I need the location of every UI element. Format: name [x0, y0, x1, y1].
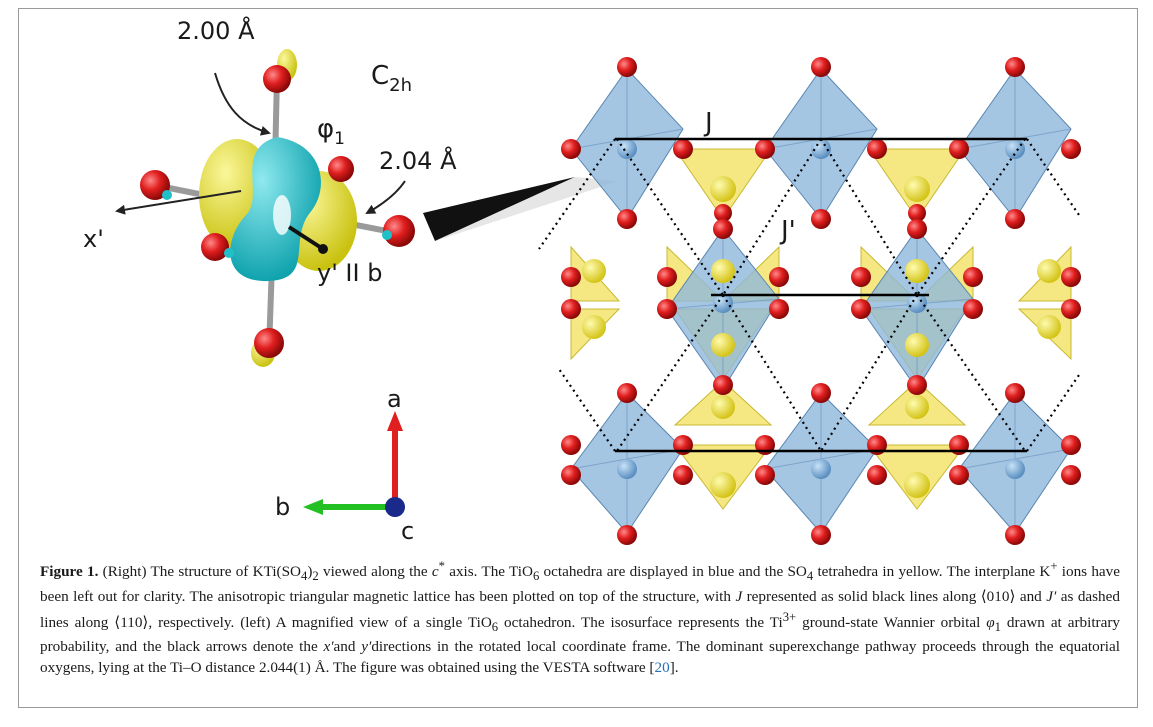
figure-image: 2.00 Å C2h φ1 2.04 Å x' y' II b a b c [83, 16, 1081, 545]
axis-y-prime-label: y' II b [317, 259, 382, 287]
axis-a-label: a [387, 385, 402, 413]
symmetry-label: C2h [371, 61, 412, 96]
orbital-label: φ1 [317, 114, 345, 149]
caption-figure-label: Figure 1. [40, 563, 99, 581]
figure-frame: 2.00 Å C2h φ1 2.04 Å x' y' II b a b c [18, 8, 1138, 708]
lattice-jprime-label: J' [779, 216, 796, 246]
reference-link[interactable]: 20 [654, 658, 670, 676]
crystal-structure: J J' [538, 57, 1081, 545]
bond-length-eq-label: 2.04 Å [379, 146, 457, 175]
axis-x-prime-label: x' [83, 225, 104, 253]
bond-length-top-label: 2.00 Å [177, 16, 255, 45]
crystal-axes: a b c [275, 385, 414, 545]
magnification-wedge [423, 177, 575, 241]
octahedron-magnified: 2.00 Å C2h φ1 2.04 Å x' y' II b [83, 16, 457, 367]
axis-b-label: b [275, 493, 290, 521]
figure-caption: Figure 1. (Right) The structure of KTi(S… [40, 559, 1120, 676]
axis-c-label: c [401, 517, 414, 545]
lattice-j-label: J [703, 108, 713, 138]
lattice-jprime-lines [538, 138, 1080, 452]
